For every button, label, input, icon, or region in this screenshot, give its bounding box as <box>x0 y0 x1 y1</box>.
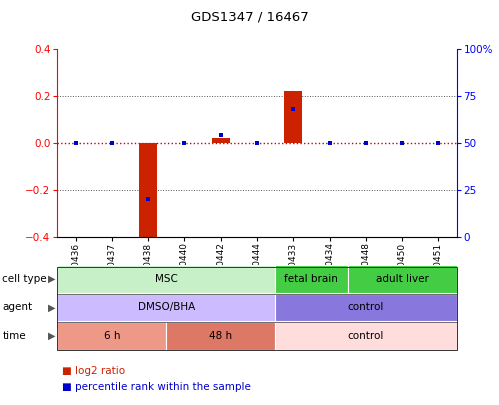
Bar <box>139 143 157 242</box>
Text: fetal brain: fetal brain <box>284 274 338 284</box>
Text: ▶: ▶ <box>47 331 55 341</box>
Text: cell type: cell type <box>2 274 47 284</box>
Text: GDS1347 / 16467: GDS1347 / 16467 <box>191 10 308 23</box>
Text: ▶: ▶ <box>47 303 55 312</box>
Text: control: control <box>348 303 384 312</box>
Text: MSC: MSC <box>155 274 178 284</box>
Text: 6 h: 6 h <box>104 331 120 341</box>
Text: ■ percentile rank within the sample: ■ percentile rank within the sample <box>62 382 251 392</box>
Text: adult liver: adult liver <box>376 274 429 284</box>
Text: ■ log2 ratio: ■ log2 ratio <box>62 366 126 375</box>
Bar <box>284 91 302 143</box>
Text: agent: agent <box>2 303 32 312</box>
Bar <box>212 138 230 143</box>
Text: time: time <box>2 331 26 341</box>
Text: 48 h: 48 h <box>209 331 232 341</box>
Text: DMSO/BHA: DMSO/BHA <box>138 303 195 312</box>
Text: control: control <box>348 331 384 341</box>
Text: ▶: ▶ <box>47 274 55 284</box>
